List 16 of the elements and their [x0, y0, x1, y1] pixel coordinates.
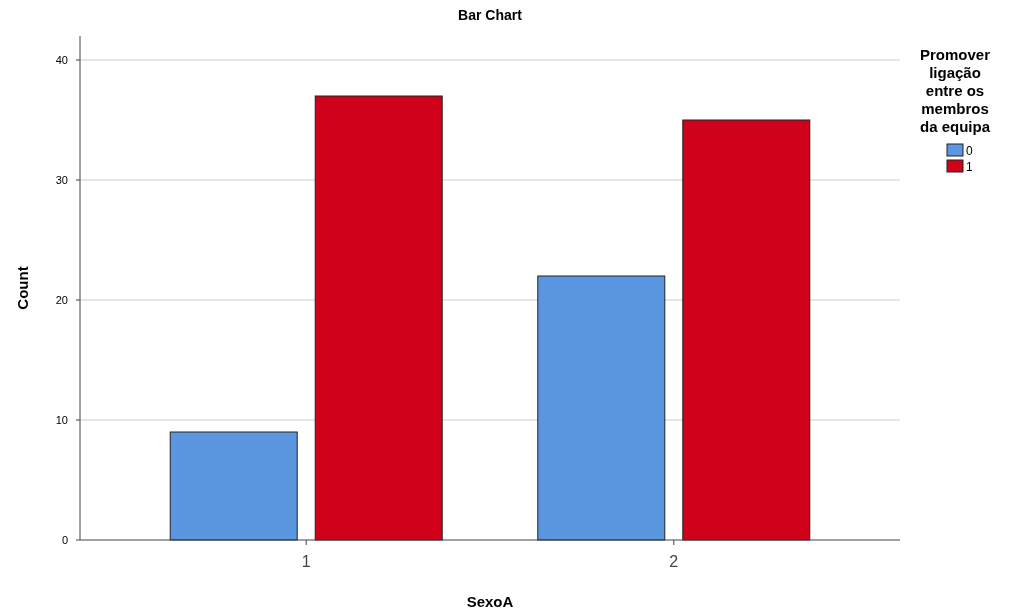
legend-label: 1: [966, 160, 973, 174]
legend-title: Promover ligação entre os membros da equipa: [919, 46, 991, 135]
bar: [169, 431, 298, 541]
y-tick-label: 20: [55, 294, 68, 306]
y-tick-label: 40: [55, 54, 68, 66]
y-tick-label: 30: [55, 174, 68, 186]
legend-label: 0: [966, 144, 973, 158]
x-tick-label: 2: [669, 553, 679, 570]
y-axis-title: Count: [14, 266, 31, 310]
y-tick-label: 10: [55, 414, 68, 426]
chart-title: Bar Chart: [458, 7, 523, 23]
y-tick-label: 0: [61, 534, 68, 546]
bar: [682, 119, 811, 541]
bar: [314, 95, 443, 541]
x-axis-title: SexoA: [466, 593, 514, 610]
bar: [537, 275, 666, 541]
